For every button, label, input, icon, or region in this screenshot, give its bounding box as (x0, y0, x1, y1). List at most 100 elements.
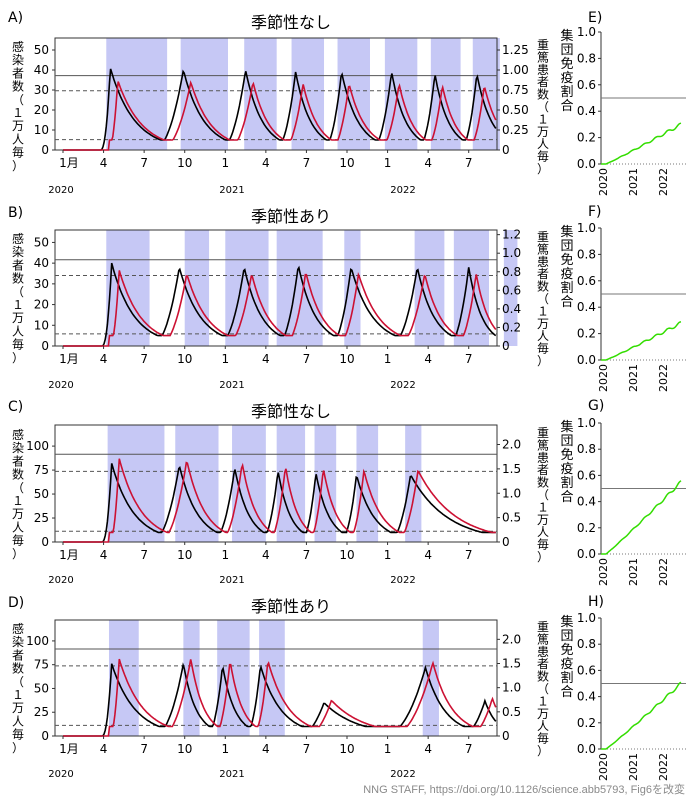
panel-A: A) 季節性なし 0 10 20 30 40 50 0 0.25 0.50 0.75 1.00 1.25 感… (8, 10, 549, 196)
immunity-tick-label-G: 0.2 (577, 521, 596, 535)
immunity-axis-char: 割 (560, 84, 573, 100)
left-tick-label-D: 75 (34, 658, 49, 672)
distancing-period-B-1 (184, 230, 210, 346)
month-tick-label-C: 4 (424, 548, 432, 562)
immunity-tick-label-E: 0.6 (577, 78, 596, 92)
month-tick-label-A: 1月 (59, 156, 79, 170)
left-tick-label-B: 0 (41, 339, 49, 353)
left-axis-char: 数 (12, 661, 24, 676)
month-tick-label-C: 7 (140, 548, 148, 562)
panel-letter-C: C) (8, 399, 23, 415)
left-axis-char: 毎 (12, 533, 24, 548)
panel-letter-B: B) (8, 205, 23, 221)
panel-letter-A: A) (8, 10, 23, 26)
immunity-year-label-G: 2020 (597, 558, 610, 586)
immunity-tick-label-F: 0.0 (577, 353, 596, 367)
left-axis-char: 感 (12, 231, 24, 246)
right-axis-char: 者 (537, 657, 549, 671)
right-tick-label-D: 2.0 (502, 632, 521, 646)
right-axis-char: 者 (537, 75, 549, 89)
left-tick-label-C: 0 (41, 535, 49, 549)
plot-frame-D (54, 619, 498, 737)
right-axis-char: 患 (537, 255, 549, 269)
panel-C: C) 季節性なし025507510000.51.01.52.0感染者数（１万人毎）… (8, 399, 549, 586)
right-axis-char: 毎 (537, 537, 549, 552)
left-axis-char: 万 (12, 701, 24, 715)
immunity-axis-char: 団 (560, 629, 573, 644)
month-tick-label-A: 10 (339, 156, 354, 170)
left-axis-char: 感 (12, 427, 24, 442)
immunity-tick-label-G: 0.4 (577, 495, 596, 509)
distancing-period-B-0 (106, 230, 150, 346)
month-tick-label-B: 4 (100, 352, 108, 366)
right-tick-label-C: 1.5 (502, 462, 521, 476)
immunity-axis-char: 疫 (560, 461, 573, 477)
immunity-axis-char: 団 (560, 434, 573, 449)
immunity-axis-char: 割 (560, 670, 573, 686)
left-tick-label-A: 40 (34, 63, 49, 77)
right-axis-char: 数 (537, 279, 549, 294)
right-tick-label-C: 2.0 (502, 438, 521, 452)
right-tick-label-B: 0.4 (502, 302, 521, 316)
month-tick-label-B: 1 (384, 352, 392, 366)
immunity-curve-G (601, 480, 682, 555)
left-axis-char: ） (12, 741, 24, 755)
infected-curve-A (63, 68, 497, 151)
right-tick-label-D: 1.5 (502, 657, 521, 671)
immunity-year-label-F: 2022 (657, 364, 670, 392)
right-tick-label-A: 1.25 (502, 43, 529, 57)
month-tick-label-A: 1 (221, 156, 229, 170)
month-tick-label-A: 1 (384, 156, 392, 170)
distancing-period-C-2 (232, 425, 266, 542)
left-axis-char: 万 (12, 119, 24, 133)
distancing-period-B-3 (276, 230, 323, 346)
left-axis-char: 染 (12, 634, 24, 649)
plot-frame-A (54, 37, 498, 151)
year-label-B: 2020 (48, 380, 73, 391)
immunity-tick-label-F: 0.4 (577, 300, 596, 314)
panel-title-D: 季節性あり (251, 597, 331, 616)
month-tick-label-A: 4 (100, 156, 108, 170)
left-axis-char: （ (12, 93, 24, 107)
panel-letter-E: E) (588, 10, 602, 26)
immunity-year-label-F: 2020 (597, 364, 610, 392)
month-tick-label-D: 1 (384, 742, 392, 756)
right-tick-label-A: 0 (502, 143, 510, 157)
right-axis-char: 数 (537, 475, 549, 490)
immunity-year-label-H: 2021 (627, 753, 640, 781)
immunity-tick-label-F: 0.2 (577, 327, 596, 341)
year-label-A: 2020 (48, 185, 73, 196)
left-tick-label-C: 25 (34, 511, 49, 525)
left-axis-char: １ (12, 494, 24, 508)
right-axis-char: １ (537, 112, 549, 126)
immunity-curve-E (601, 122, 682, 165)
panel-title-B: 季節性あり (251, 207, 331, 226)
year-label-C: 2021 (219, 575, 244, 586)
month-tick-label-D: 10 (177, 742, 192, 756)
right-axis-char: 患 (537, 451, 549, 465)
right-axis-char: 者 (537, 267, 549, 281)
left-axis-char: 数 (12, 467, 24, 482)
month-tick-label-D: 10 (339, 742, 354, 756)
left-axis-char: 毎 (12, 145, 24, 160)
month-tick-label-A: 7 (465, 156, 473, 170)
right-axis-char: 篤 (537, 632, 549, 646)
right-axis-char: 万 (537, 707, 549, 721)
immunity-axis-char: 合 (560, 99, 573, 114)
infected-curve-C (63, 463, 496, 543)
left-axis-char: 者 (12, 258, 24, 272)
month-tick-label-C: 1 (221, 548, 229, 562)
month-tick-label-C: 1 (384, 548, 392, 562)
infected-curve-D (63, 662, 497, 737)
left-axis-char: 感 (12, 39, 24, 54)
immunity-year-label-H: 2020 (597, 753, 610, 781)
left-tick-label-B: 50 (34, 235, 49, 249)
left-tick-label-A: 0 (41, 143, 49, 157)
left-axis-char: 万 (12, 507, 24, 521)
immunity-axis-char: 免 (560, 643, 573, 658)
